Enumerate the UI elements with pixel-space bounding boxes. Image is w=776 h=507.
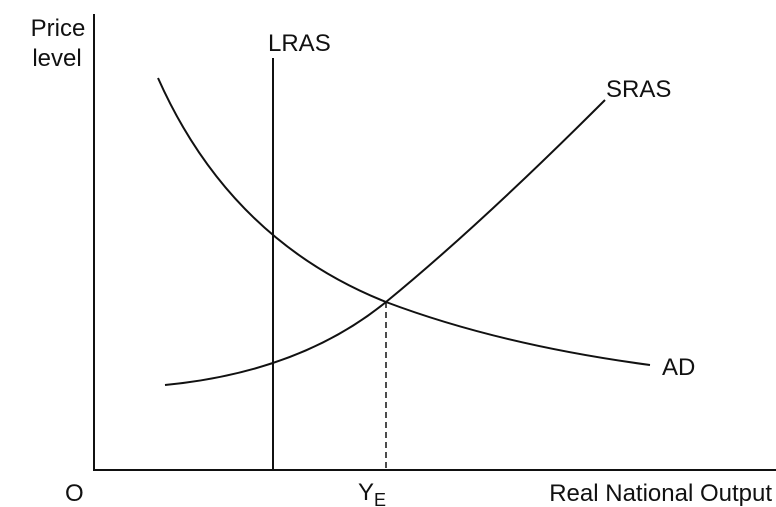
lras-label: LRAS	[268, 30, 331, 57]
y-axis-label: level	[32, 45, 81, 72]
ad-curve	[157, 77, 651, 366]
x-axis-label: Real National Output	[549, 480, 772, 507]
equilibrium-subscript: E	[374, 490, 386, 507]
origin-label: O	[65, 480, 84, 507]
y-axis-label: Price	[31, 15, 86, 42]
sras-label: SRAS	[606, 76, 671, 103]
equilibrium-symbol: Y	[358, 479, 374, 506]
sras-curve	[164, 99, 606, 386]
ad-label: AD	[662, 354, 695, 381]
equilibrium-label: YE	[358, 479, 386, 507]
